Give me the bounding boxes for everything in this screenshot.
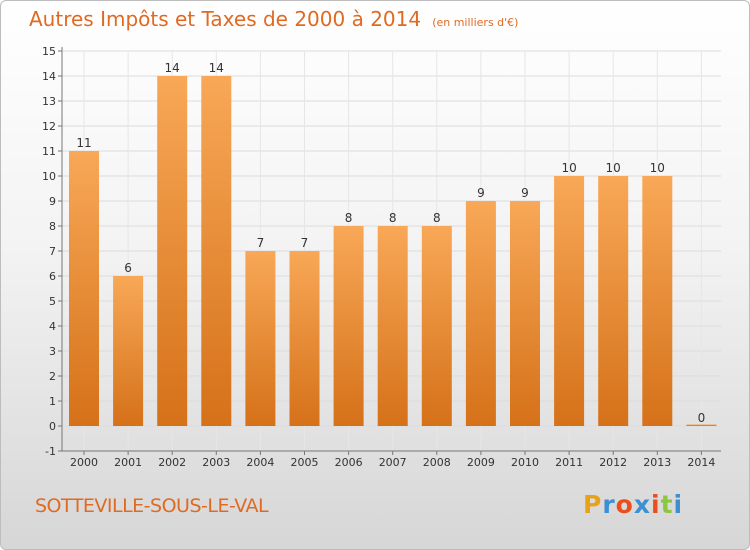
x-tick-label: 2003 (202, 456, 230, 469)
x-tick-label: 2014 (687, 456, 715, 469)
y-tick-label: 10 (42, 170, 56, 183)
y-tick-label: 15 (42, 45, 56, 58)
logo-letter: x (633, 490, 651, 519)
bar (157, 76, 188, 426)
bar (465, 201, 496, 426)
bar (598, 176, 629, 426)
x-tick-label: 2010 (511, 456, 539, 469)
bars (69, 76, 717, 426)
y-tick-label: 8 (49, 220, 56, 233)
data-label: 7 (257, 236, 265, 250)
y-tick-label: 2 (49, 370, 56, 383)
data-label: 9 (477, 186, 485, 200)
chart-title: Autres Impôts et Taxes de 2000 à 2014 (29, 7, 422, 31)
x-tick-label: 2013 (643, 456, 671, 469)
y-tick-label: 0 (49, 420, 56, 433)
x-tick-label: 2006 (335, 456, 363, 469)
y-tick-label: 6 (49, 270, 56, 283)
logo-letter: i (651, 490, 661, 519)
bar (377, 226, 408, 426)
y-tick-label: -1 (45, 445, 56, 458)
y-tick-label: 11 (42, 145, 56, 158)
x-tick-label: 2011 (555, 456, 583, 469)
bar (333, 226, 364, 426)
bar (69, 151, 99, 426)
data-label: 7 (301, 236, 309, 250)
bar (554, 176, 585, 426)
chart-title-block: Autres Impôts et Taxes de 2000 à 2014 (e… (29, 7, 518, 31)
data-label: 14 (165, 61, 180, 75)
x-tick-label: 2001 (114, 456, 142, 469)
y-tick-label: 7 (49, 245, 56, 258)
data-label: 11 (76, 136, 91, 150)
x-tick-label: 2000 (70, 456, 98, 469)
x-tick-label: 2012 (599, 456, 627, 469)
logo-letter: i (673, 490, 684, 519)
bar (289, 251, 320, 426)
x-tick-label: 2002 (158, 456, 186, 469)
logo-letter: o (615, 490, 634, 519)
y-tick-label: 4 (49, 320, 56, 333)
x-tick-label: 2004 (246, 456, 274, 469)
data-label: 10 (561, 161, 576, 175)
data-label: 8 (345, 211, 353, 225)
data-label: 10 (650, 161, 665, 175)
y-tick-label: 5 (49, 295, 56, 308)
x-tick-label: 2007 (379, 456, 407, 469)
data-label: 14 (209, 61, 224, 75)
bar (421, 226, 452, 426)
axes (58, 47, 721, 455)
data-label: 6 (124, 261, 132, 275)
bar (510, 201, 540, 426)
y-tick-label: 13 (42, 95, 56, 108)
data-label: 10 (606, 161, 621, 175)
town-name: SOTTEVILLE-SOUS-LE-VAL (35, 495, 269, 517)
data-label: 0 (698, 411, 706, 425)
x-tick-label: 2009 (467, 456, 495, 469)
x-tick-label: 2008 (423, 456, 451, 469)
bar (113, 276, 144, 426)
logo-letter: P (583, 490, 603, 519)
logo-letter: t (660, 490, 674, 519)
chart-subtitle: (en milliers d'€) (432, 16, 519, 29)
data-label: 8 (433, 211, 441, 225)
y-tick-label: 9 (49, 195, 56, 208)
bar (245, 251, 276, 426)
labels: -101234567891011121314151120006200114200… (42, 45, 715, 469)
y-tick-label: 1 (49, 395, 56, 408)
bar (642, 176, 673, 426)
data-label: 8 (389, 211, 397, 225)
y-tick-label: 3 (49, 345, 56, 358)
y-tick-label: 14 (42, 70, 56, 83)
data-label: 9 (521, 186, 529, 200)
x-tick-label: 2005 (291, 456, 319, 469)
bar (201, 76, 232, 426)
bar (686, 424, 717, 426)
y-tick-label: 12 (42, 120, 56, 133)
logo-letter: r (602, 490, 616, 519)
proxiti-logo[interactable]: Proxiti (583, 490, 683, 519)
